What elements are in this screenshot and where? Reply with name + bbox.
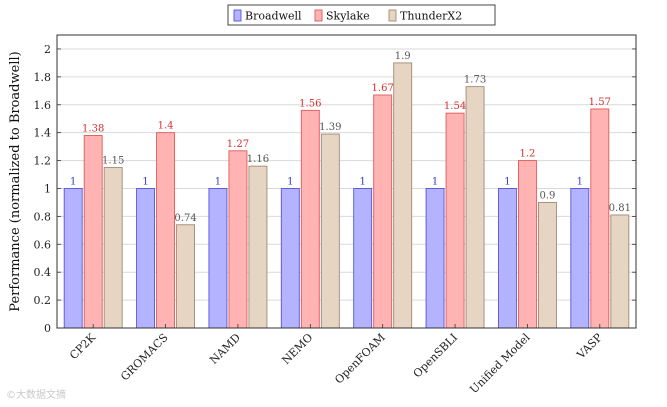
data-label: 1.57 <box>589 97 611 108</box>
bar-skylake-cp2k <box>83 135 103 329</box>
data-label: 1.27 <box>227 139 249 150</box>
bar-skylake-unified-model <box>517 160 537 329</box>
data-label: 1.16 <box>247 154 269 165</box>
data-label: 1 <box>142 176 148 187</box>
bar-skylake-opensbli <box>445 112 465 329</box>
y-tick-label: 1.4 <box>34 127 52 140</box>
data-label: 1 <box>287 176 293 187</box>
data-label: 1 <box>504 176 510 187</box>
bar-thunderx2-unified-model <box>537 201 557 329</box>
bar-skylake-vasp <box>590 108 610 329</box>
bar-broadwell-cp2k <box>63 188 83 329</box>
bar-broadwell-vasp <box>570 188 590 329</box>
bar-broadwell-opensbli <box>425 188 445 329</box>
data-label: 0.81 <box>609 203 631 214</box>
bar-thunderx2-vasp <box>610 214 630 329</box>
legend-swatch-skylake <box>314 9 323 22</box>
x-tick-label: GROMACS <box>118 331 171 384</box>
data-label: 1 <box>432 176 438 187</box>
bar-thunderx2-openfoam <box>393 62 413 329</box>
y-tick-label: 0 <box>44 322 51 335</box>
x-tick-label: VASP <box>574 331 606 363</box>
y-tick-label: 0.8 <box>34 210 52 223</box>
bar-broadwell-nemo <box>280 188 300 329</box>
data-label: 1.9 <box>395 51 411 62</box>
x-tick-label: NAMD <box>207 331 243 367</box>
bar-thunderx2-nemo <box>320 133 340 329</box>
data-label: 0.9 <box>539 190 555 201</box>
bar-thunderx2-opensbli <box>465 86 485 329</box>
plot-frame <box>56 34 637 329</box>
y-axis-label: Performance (normalized to Broadwell) <box>8 51 23 311</box>
bar-thunderx2-gromacs <box>176 224 196 329</box>
x-tick-label: Unified Model <box>467 331 533 397</box>
bar-broadwell-openfoam <box>353 188 373 329</box>
data-label: 1.73 <box>464 75 486 86</box>
data-label: 1 <box>360 176 366 187</box>
data-label: 1.15 <box>102 156 124 167</box>
x-tick-label: NEMO <box>279 331 315 367</box>
legend-label-skylake: Skylake <box>326 10 370 23</box>
bar-skylake-namd <box>228 150 248 329</box>
y-tick-label: 0.2 <box>34 294 52 307</box>
bar-thunderx2-cp2k <box>103 167 123 329</box>
bar-skylake-openfoam <box>373 94 393 329</box>
legend-swatch-thunderx2 <box>388 9 397 22</box>
legend-swatch-broadwell <box>233 9 242 22</box>
data-label: 1.54 <box>444 101 466 112</box>
x-tick-label: OpenSBLI <box>411 331 460 380</box>
data-label: 1.67 <box>372 83 394 94</box>
legend-box <box>227 4 496 26</box>
bar-thunderx2-namd <box>248 165 268 329</box>
bar-broadwell-gromacs <box>136 188 156 329</box>
data-label: 1 <box>215 176 221 187</box>
bar-broadwell-namd <box>208 188 228 329</box>
y-tick-label: 1.6 <box>34 99 52 112</box>
y-tick-label: 0.6 <box>34 238 52 251</box>
data-label: 1 <box>577 176 583 187</box>
data-label: 0.74 <box>174 213 196 224</box>
x-tick-label: CP2K <box>67 330 99 362</box>
data-label: 1 <box>70 176 76 187</box>
bar-skylake-gromacs <box>156 132 176 329</box>
y-tick-label: 0.4 <box>34 266 52 279</box>
data-label: 1.56 <box>299 98 321 109</box>
x-tick-label: OpenFOAM <box>332 331 388 387</box>
legend-label-broadwell: Broadwell <box>245 10 302 23</box>
y-tick-label: 1.8 <box>34 71 52 84</box>
y-tick-label: 1.2 <box>34 155 52 168</box>
data-label: 1.2 <box>519 149 535 160</box>
data-label: 1.39 <box>319 122 341 133</box>
y-tick-label: 1 <box>44 182 51 195</box>
watermark: ©大数据文摘 <box>6 390 66 401</box>
bar-broadwell-unified-model <box>497 188 517 329</box>
data-label: 1.4 <box>158 121 174 132</box>
bar-skylake-nemo <box>300 109 320 329</box>
y-tick-label: 2 <box>44 43 51 56</box>
legend-label-thunderx2: ThunderX2 <box>400 10 462 23</box>
data-label: 1.38 <box>82 123 104 134</box>
